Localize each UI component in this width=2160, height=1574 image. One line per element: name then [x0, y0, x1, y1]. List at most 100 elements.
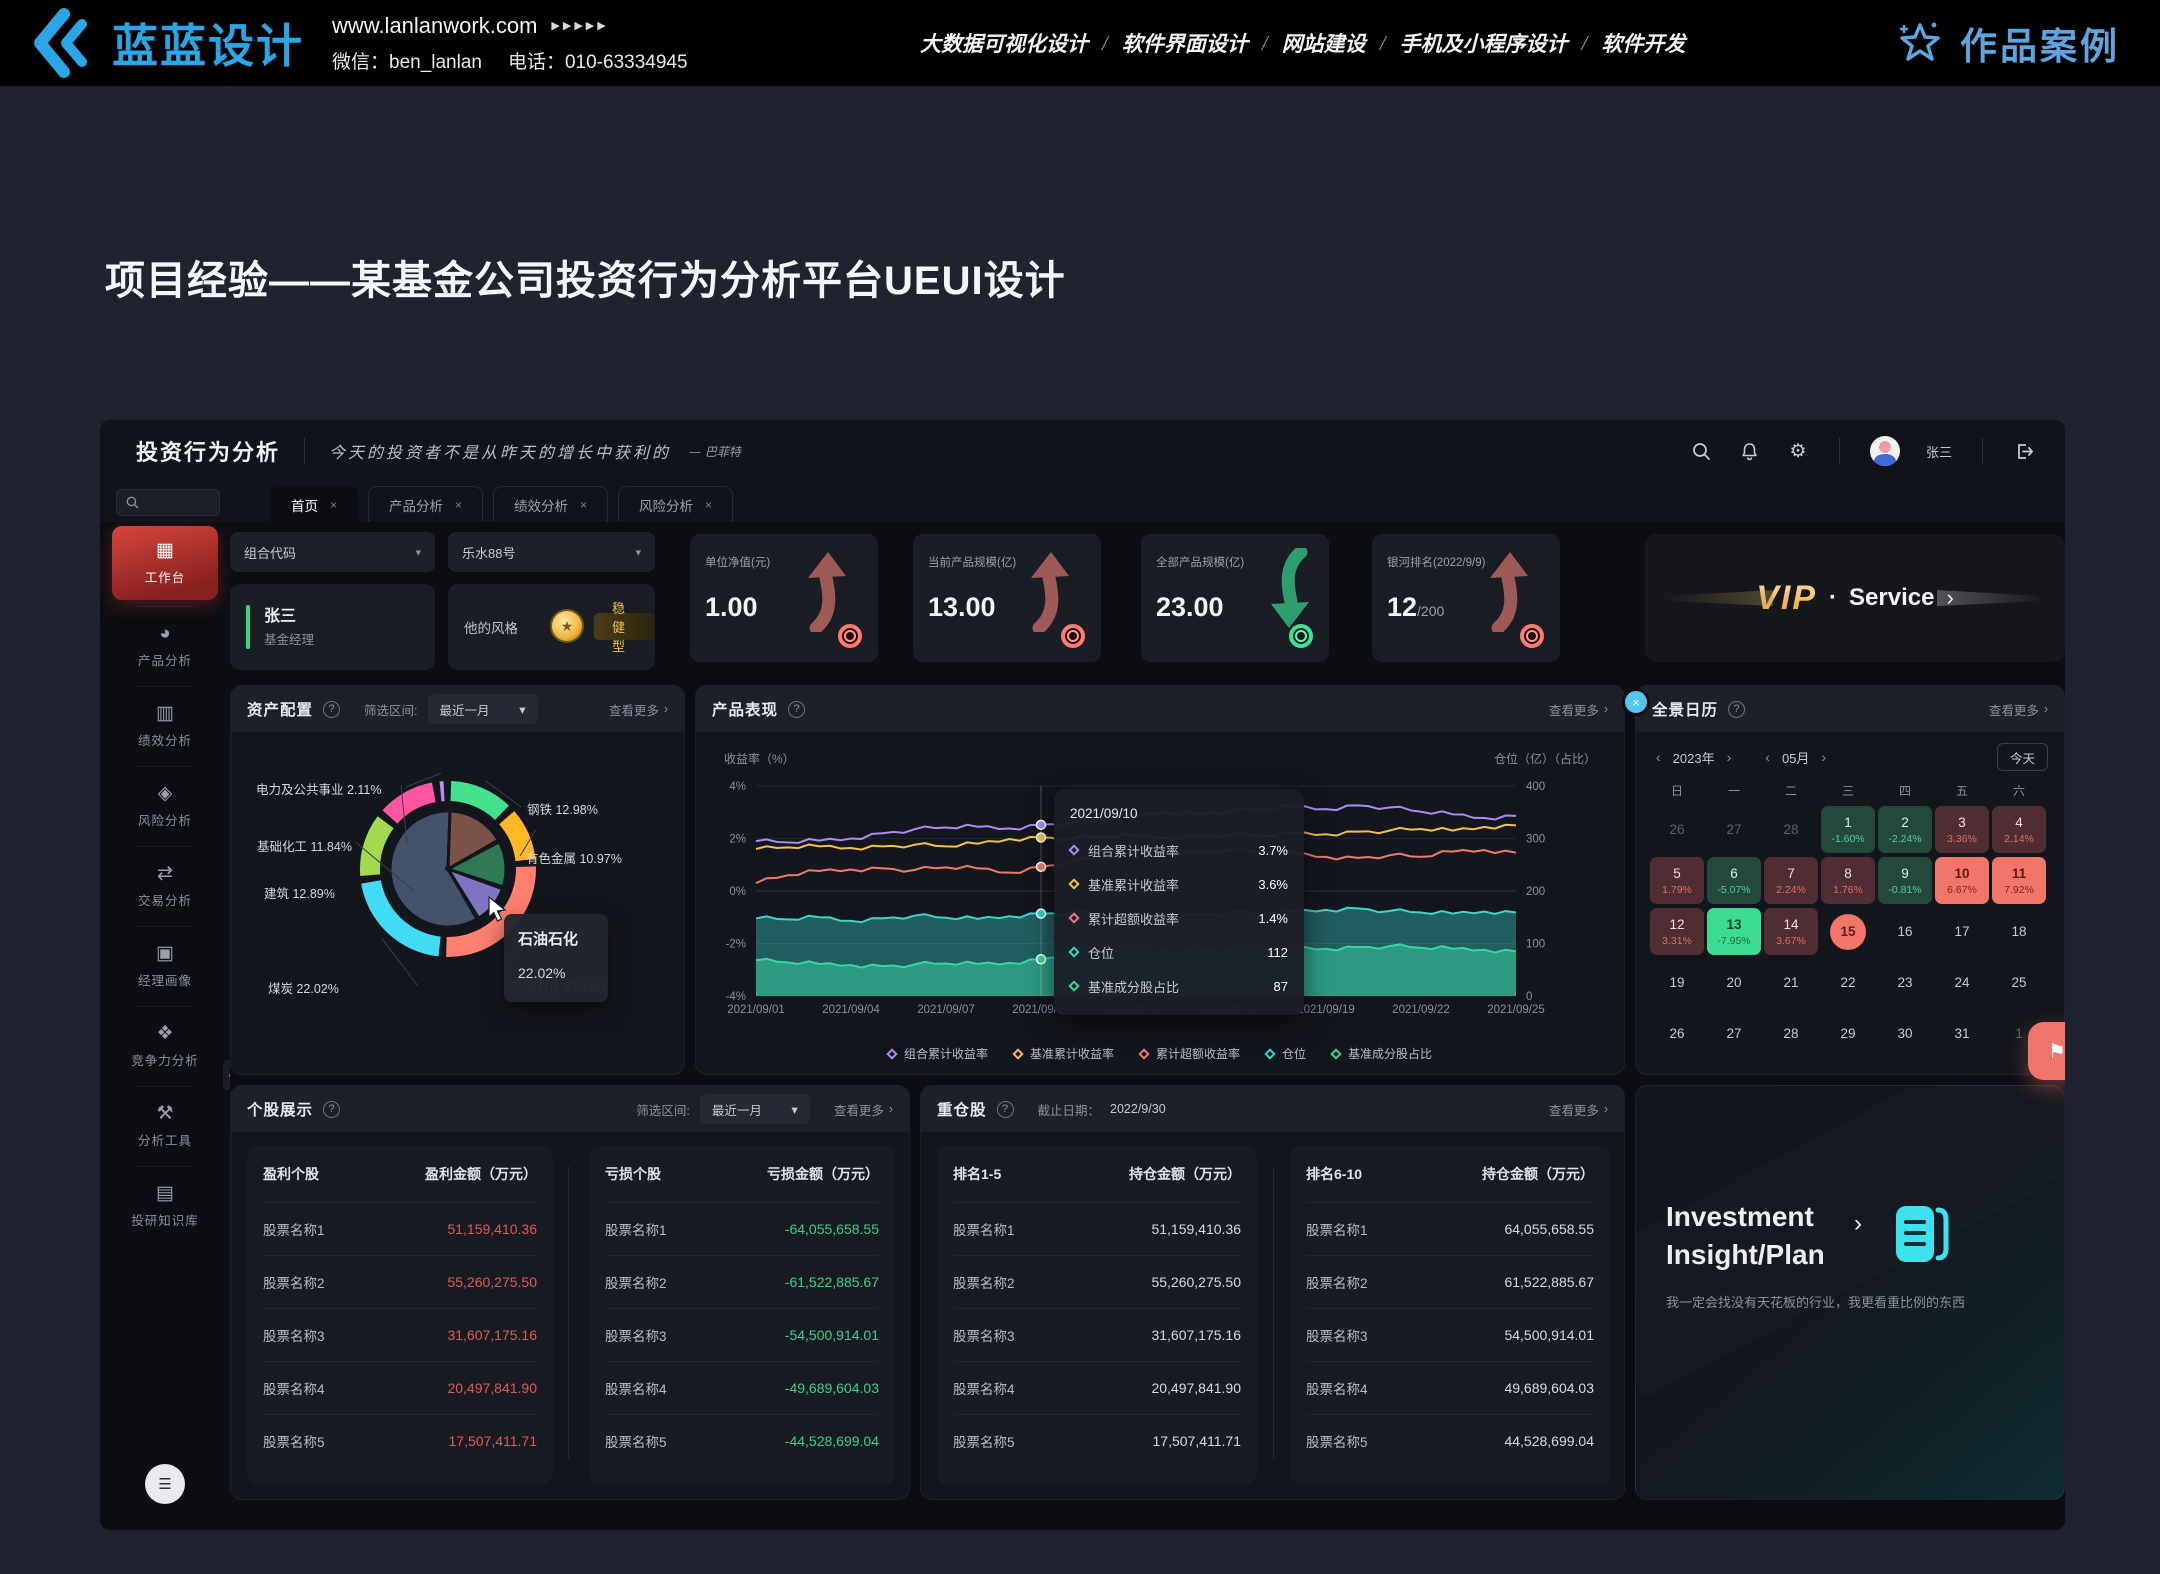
- donut-slice-电力及公共事业[interactable]: [439, 781, 445, 802]
- see-more-link[interactable]: 查看更多 ›: [608, 702, 668, 718]
- product-select[interactable]: 乐水88号 ▾: [448, 532, 655, 572]
- table-row[interactable]: 股票名称2 -61,522,885.67: [605, 1255, 879, 1308]
- table-row[interactable]: 股票名称4 -49,689,604.03: [605, 1361, 879, 1414]
- calendar-day-cell[interactable]: 10 6.67%: [1935, 857, 1989, 904]
- calendar-day-cell[interactable]: 15: [1821, 908, 1875, 955]
- see-more-link[interactable]: 查看更多 ›: [1988, 702, 2048, 718]
- sidebar-item-trade-analysis[interactable]: ⇄ 交易分析: [100, 846, 230, 926]
- calendar-day-cell[interactable]: 28: [1764, 1010, 1818, 1057]
- logout-icon[interactable]: [2013, 440, 2035, 462]
- calendar-day-cell[interactable]: 14 3.67%: [1764, 908, 1818, 955]
- calendar-day-cell[interactable]: 22: [1821, 959, 1875, 1006]
- legend-item[interactable]: 基准累计收益率: [1012, 1045, 1114, 1062]
- bell-icon[interactable]: [1739, 440, 1761, 462]
- table-row[interactable]: 股票名称2 55,260,275.50: [263, 1255, 537, 1308]
- tab-close-icon[interactable]: ×: [705, 497, 713, 512]
- sidebar-item-risk-analysis[interactable]: ◈ 风险分析: [100, 766, 230, 846]
- calendar-day-cell[interactable]: 21: [1764, 959, 1818, 1006]
- calendar-day-cell[interactable]: 30: [1878, 1010, 1932, 1057]
- table-row[interactable]: 股票名称5 17,507,411.71: [953, 1414, 1241, 1467]
- table-row[interactable]: 股票名称1 64,055,658.55: [1306, 1202, 1594, 1255]
- tab-风险分析[interactable]: 风险分析 ×: [618, 486, 734, 522]
- avatar[interactable]: [1869, 436, 1900, 466]
- calendar-day-cell[interactable]: 31: [1935, 1010, 1989, 1057]
- prev-month-button[interactable]: ‹: [1765, 749, 1770, 765]
- site-nav-item[interactable]: 网站建设: [1281, 32, 1366, 56]
- table-row[interactable]: 股票名称5 17,507,411.71: [263, 1414, 537, 1467]
- info-icon[interactable]: ?: [323, 1100, 341, 1118]
- site-nav-item[interactable]: 手机及小程序设计: [1399, 32, 1568, 56]
- calendar-day-cell[interactable]: 16: [1878, 908, 1932, 955]
- calendar-day-cell[interactable]: 1 -1.60%: [1821, 806, 1875, 853]
- calendar-day-cell[interactable]: 3 3.36%: [1935, 806, 1989, 853]
- range-select[interactable]: 最近一月 ▾: [427, 694, 538, 724]
- calendar-day-cell[interactable]: 4 2.14%: [1992, 806, 2046, 853]
- close-icon[interactable]: ×: [1622, 688, 1650, 716]
- calendar-day-cell[interactable]: 20: [1707, 959, 1761, 1006]
- donut-slice-钢铁[interactable]: [450, 781, 509, 820]
- calendar-day-cell[interactable]: 18: [1992, 908, 2046, 955]
- sidebar-bottom-avatar[interactable]: ☰: [145, 1464, 185, 1504]
- sidebar-item-workbench[interactable]: ▦ 工作台: [112, 526, 218, 600]
- table-row[interactable]: 股票名称2 55,260,275.50: [953, 1255, 1241, 1308]
- table-row[interactable]: 股票名称3 31,607,175.16: [953, 1308, 1241, 1361]
- today-button[interactable]: 今天: [1996, 743, 2048, 771]
- table-row[interactable]: 股票名称3 31,607,175.16: [263, 1308, 537, 1361]
- calendar-day-cell[interactable]: 27: [1707, 806, 1761, 853]
- calendar-day-cell[interactable]: 12 3.31%: [1650, 908, 1704, 955]
- see-more-link[interactable]: 查看更多 ›: [833, 1102, 893, 1118]
- see-more-link[interactable]: 查看更多 ›: [1548, 702, 1608, 718]
- info-icon[interactable]: ?: [323, 700, 341, 718]
- legend-item[interactable]: 累计超额收益率: [1138, 1045, 1240, 1062]
- calendar-day-cell[interactable]: 24: [1935, 959, 1989, 1006]
- calendar-day-cell[interactable]: 28: [1764, 806, 1818, 853]
- table-row[interactable]: 股票名称2 61,522,885.67: [1306, 1255, 1594, 1308]
- tab-close-icon[interactable]: ×: [580, 497, 588, 512]
- prev-year-button[interactable]: ‹: [1656, 749, 1661, 765]
- logo-group[interactable]: 蓝蓝设计: [24, 8, 304, 78]
- search-icon[interactable]: [1691, 440, 1713, 462]
- next-month-button[interactable]: ›: [1821, 749, 1827, 765]
- calendar-day-cell[interactable]: 9 -0.81%: [1878, 857, 1932, 904]
- sidebar-item-performance-analysis[interactable]: ▥ 绩效分析: [100, 686, 230, 766]
- tab-产品分析[interactable]: 产品分析 ×: [368, 486, 484, 522]
- calendar-day-cell[interactable]: 5 1.79%: [1650, 857, 1704, 904]
- sidebar-item-manager-profile[interactable]: ▣ 经理画像: [100, 926, 230, 1006]
- donut-slice-煤炭[interactable]: [361, 880, 441, 957]
- site-url[interactable]: www.lanlanwork.com: [332, 12, 538, 38]
- table-row[interactable]: 股票名称1 51,159,410.36: [953, 1202, 1241, 1255]
- combo-code-select[interactable]: 组合代码 ▾: [230, 532, 435, 572]
- see-more-link[interactable]: 查看更多 ›: [1548, 1102, 1608, 1118]
- sidebar-item-research-knowledge-base[interactable]: ▤ 投研知识库: [100, 1166, 230, 1246]
- donut-slice-有色金属[interactable]: [499, 811, 536, 862]
- table-row[interactable]: 股票名称3 -54,500,914.01: [605, 1308, 879, 1361]
- calendar-day-cell[interactable]: 26: [1650, 806, 1704, 853]
- sidebar-item-competitiveness-analysis[interactable]: ❖ 竞争力分析: [100, 1006, 230, 1086]
- info-icon[interactable]: ?: [1728, 700, 1746, 718]
- tab-close-icon[interactable]: ×: [330, 497, 338, 512]
- donut-slice-基础化工[interactable]: [382, 782, 436, 824]
- calendar-day-cell[interactable]: 13 -7.95%: [1707, 908, 1761, 955]
- donut-slice-石油石化[interactable]: [446, 866, 536, 957]
- table-row[interactable]: 股票名称5 -44,528,699.04: [605, 1414, 879, 1467]
- table-row[interactable]: 股票名称4 49,689,604.03: [1306, 1361, 1594, 1414]
- table-row[interactable]: 股票名称3 54,500,914.01: [1306, 1308, 1594, 1361]
- legend-item[interactable]: 组合累计收益率: [886, 1045, 988, 1062]
- tab-close-icon[interactable]: ×: [455, 497, 463, 512]
- sidebar-search-input[interactable]: [116, 489, 220, 516]
- table-row[interactable]: 股票名称4 20,497,841.90: [953, 1361, 1241, 1414]
- info-icon[interactable]: ?: [996, 1100, 1014, 1118]
- asset-donut-chart[interactable]: [231, 732, 685, 1075]
- feedback-float-button[interactable]: ⚑: [2028, 1022, 2065, 1080]
- calendar-day-cell[interactable]: 26: [1650, 1010, 1704, 1057]
- cases-group[interactable]: 作品案例: [1894, 0, 2120, 86]
- calendar-day-cell[interactable]: 19: [1650, 959, 1704, 1006]
- tab-绩效分析[interactable]: 绩效分析 ×: [493, 486, 609, 522]
- sidebar-item-analysis-tools[interactable]: ⚒ 分析工具: [100, 1086, 230, 1166]
- gear-icon[interactable]: ⚙: [1789, 440, 1807, 462]
- calendar-day-cell[interactable]: 29: [1821, 1010, 1875, 1057]
- next-year-button[interactable]: ›: [1726, 749, 1732, 765]
- table-row[interactable]: 股票名称5 44,528,699.04: [1306, 1414, 1594, 1467]
- tab-首页[interactable]: 首页 ×: [270, 486, 359, 522]
- site-nav-item[interactable]: 大数据可视化设计: [920, 32, 1088, 56]
